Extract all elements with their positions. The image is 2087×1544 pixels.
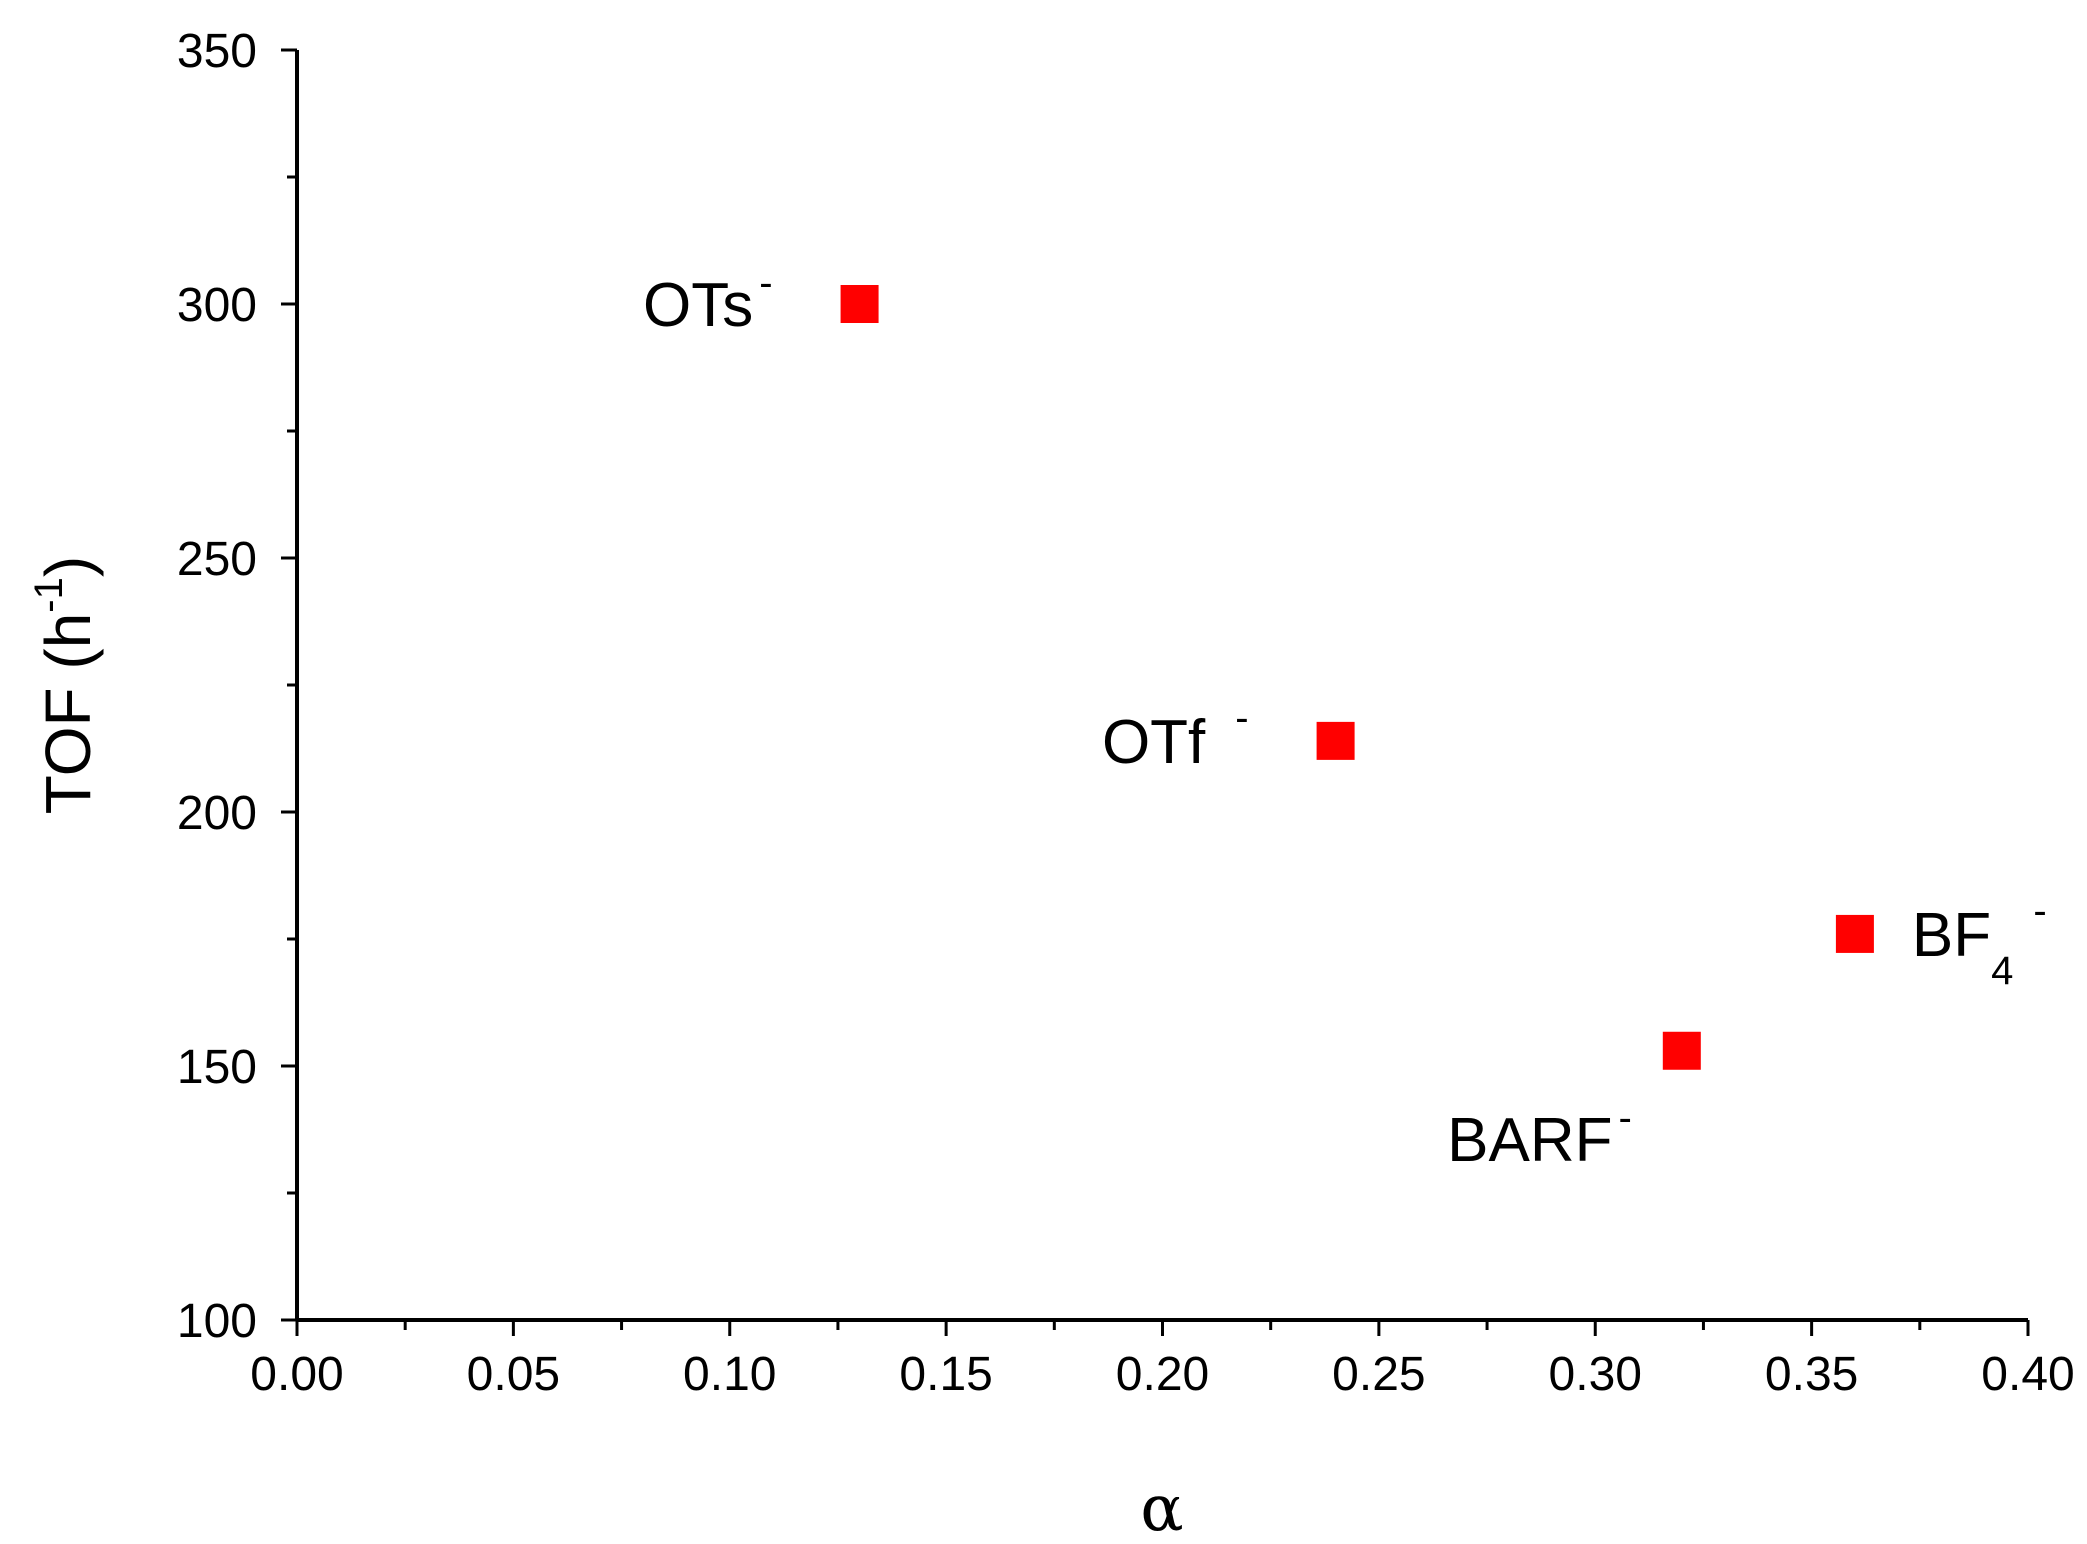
data-point: [1835, 914, 1874, 953]
y-tick-label: 300: [177, 279, 257, 332]
point-label-text: BF: [1912, 901, 1991, 970]
x-tick-label: 0.20: [1116, 1348, 1209, 1401]
data-point: [1316, 721, 1355, 760]
svg-text:TOF (h-1): TOF (h-1): [27, 556, 104, 814]
point-labels: OTs -OTf -BF4-BARF -: [643, 261, 2047, 1175]
x-tick-label: 0.15: [899, 1348, 992, 1401]
x-tick-label: 0.00: [250, 1348, 343, 1401]
point-label-text: BARF: [1447, 1106, 1612, 1175]
point-label-text: OTs: [643, 271, 753, 340]
y-tick-label: 250: [177, 533, 257, 586]
point-label: OTf -: [1102, 696, 1249, 777]
point-label-charge: -: [1235, 696, 1248, 740]
point-label-charge: -: [2033, 889, 2046, 933]
data-point: [840, 285, 879, 323]
x-tick-label: 0.05: [467, 1348, 560, 1401]
ticks: [281, 48, 2030, 1336]
y-axis-title-close: ): [32, 556, 104, 577]
y-axis-title-sup: -1: [27, 577, 71, 613]
x-axis-title: α: [1140, 1472, 1183, 1544]
x-tick-label: 0.35: [1765, 1348, 1858, 1401]
point-label-text: OTf: [1102, 708, 1206, 777]
x-tick-label: 0.30: [1549, 1348, 1642, 1401]
y-tick-label: 200: [177, 787, 257, 840]
point-label: BARF -: [1447, 1096, 1632, 1175]
point-label-subscript: 4: [1991, 949, 2013, 993]
y-axis-title-main: TOF (h: [32, 613, 104, 815]
point-label: BF4-: [1912, 889, 2047, 993]
x-tick-label: 0.10: [683, 1348, 776, 1401]
x-tick-label: 0.40: [1981, 1348, 2074, 1401]
y-axis-title: TOF (h-1): [27, 556, 104, 814]
y-tick-label: 100: [177, 1295, 257, 1348]
tick-labels: 0.00 0.05 0.10 0.15 0.20 0.25 0.30 0.35 0.40 100 1…: [177, 25, 2075, 1401]
point-label-charge: -: [759, 261, 772, 305]
point-label: OTs -: [643, 261, 773, 340]
y-tick-label: 350: [177, 25, 257, 78]
point-label-charge: -: [1618, 1096, 1631, 1140]
y-tick-label: 150: [177, 1041, 257, 1094]
data-points: [840, 285, 1874, 1070]
axes: [295, 50, 2028, 1322]
data-point: [1662, 1031, 1701, 1070]
x-tick-label: 0.25: [1332, 1348, 1425, 1401]
